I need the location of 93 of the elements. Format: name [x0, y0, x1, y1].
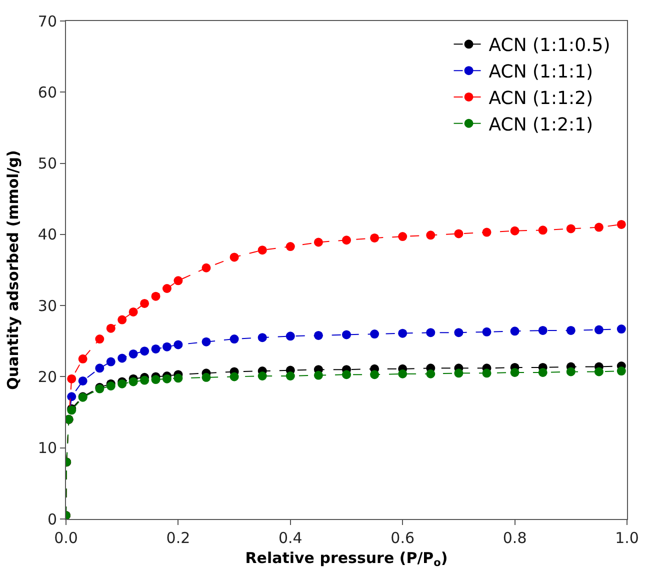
point [151, 344, 160, 354]
point [314, 238, 323, 247]
point [314, 370, 323, 380]
y-tick-label: 60 [38, 83, 57, 102]
point [426, 230, 436, 240]
point [230, 252, 239, 262]
y-tick-label: 70 [38, 12, 57, 30]
point [594, 325, 604, 334]
point [454, 328, 464, 338]
point [566, 326, 576, 335]
point [78, 354, 88, 364]
point [482, 327, 492, 336]
x-tick-label: 0.6 [390, 529, 415, 547]
point [616, 324, 626, 334]
x-tick-label: 0.4 [278, 529, 302, 547]
point [162, 284, 172, 293]
point [370, 330, 380, 339]
point [342, 330, 351, 340]
y-tick-label: 30 [38, 296, 57, 315]
point [454, 368, 464, 378]
point [342, 236, 351, 245]
point [258, 246, 267, 255]
point [342, 370, 351, 380]
point [106, 357, 116, 366]
point [454, 229, 464, 238]
x-tick-label: 0.8 [502, 529, 527, 547]
point [118, 354, 127, 363]
point [482, 228, 492, 237]
legend-label: ACN (1:2:1) [488, 114, 594, 136]
point [398, 328, 408, 338]
point [67, 392, 76, 402]
y-tick-label: 20 [38, 368, 57, 386]
legend-label: ACN (1:1:2) [488, 88, 594, 109]
y-tick-label: 40 [38, 226, 57, 244]
point [106, 324, 116, 333]
point [151, 375, 160, 384]
point [510, 326, 520, 336]
legend-label: ACN (1:1:0.5) [488, 35, 610, 56]
legend-label: ACN (1:1:1) [488, 62, 594, 83]
point [202, 372, 211, 382]
y-tick-label: 0 [47, 510, 57, 528]
point [118, 315, 127, 324]
point [616, 366, 626, 376]
point [67, 374, 76, 384]
point [398, 369, 408, 378]
point [128, 307, 138, 316]
point [398, 232, 408, 242]
point [140, 376, 150, 385]
point [95, 364, 104, 373]
y-tick-label: 50 [38, 154, 57, 173]
point [174, 276, 183, 286]
point [202, 263, 211, 272]
point [314, 330, 323, 340]
x-axis-title: Relative pressure (P/P$_{o}$) [245, 549, 448, 570]
y-axis-title: Quantity adsorbed (mmol/g) [4, 150, 22, 390]
point [616, 220, 626, 229]
point [174, 340, 183, 350]
point [426, 369, 436, 378]
point [151, 292, 160, 301]
point [510, 368, 520, 377]
point [566, 367, 576, 376]
x-tick-label: 0.2 [166, 529, 190, 547]
point [258, 333, 267, 342]
point [370, 370, 380, 380]
point [538, 226, 548, 235]
point [202, 337, 211, 346]
point [538, 368, 548, 377]
point [258, 372, 267, 380]
point [482, 368, 492, 378]
point [370, 233, 380, 242]
point [140, 346, 150, 356]
point [230, 372, 239, 382]
point [286, 332, 295, 341]
point [594, 222, 604, 232]
point [538, 326, 548, 335]
point [128, 377, 138, 386]
point [426, 328, 436, 338]
point [162, 374, 172, 384]
point [566, 224, 576, 234]
x-tick-label: 0.0 [54, 529, 78, 547]
point [78, 376, 88, 386]
point [286, 242, 295, 252]
x-tick-label: 1.0 [615, 529, 639, 547]
point [174, 374, 183, 383]
y-tick-label: 10 [38, 439, 57, 458]
point [95, 334, 104, 344]
point [230, 334, 239, 344]
point [128, 349, 138, 358]
point [286, 372, 295, 380]
point [510, 226, 520, 236]
point [594, 367, 604, 376]
point [140, 298, 150, 308]
point [162, 342, 172, 352]
